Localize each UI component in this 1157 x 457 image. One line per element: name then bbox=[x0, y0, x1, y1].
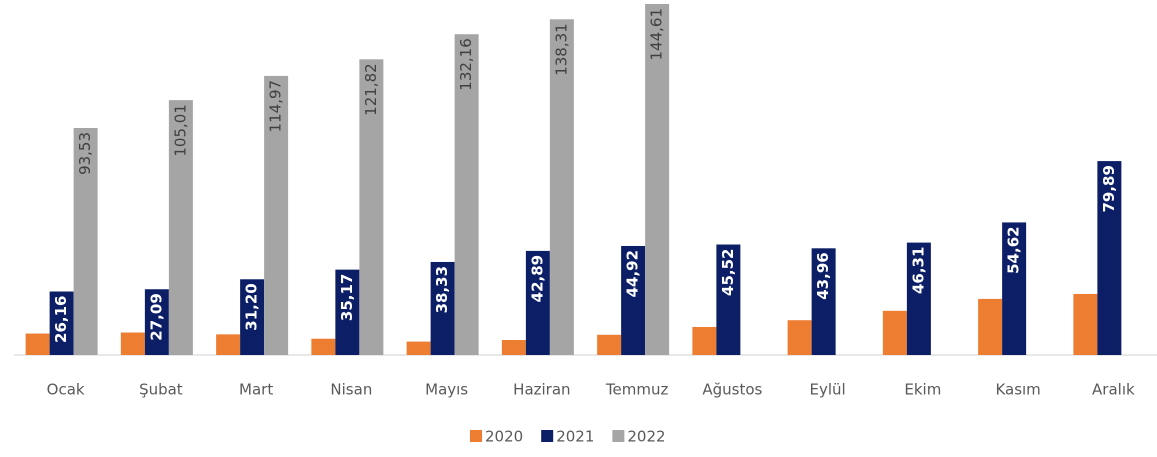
bar bbox=[906, 242, 931, 355]
legend-label: 2020 bbox=[485, 428, 523, 446]
bar bbox=[430, 261, 455, 355]
x-tick-label: Mayıs bbox=[425, 381, 468, 399]
bar bbox=[1073, 293, 1098, 355]
data-label: 35,17 bbox=[338, 274, 356, 321]
legend-swatch bbox=[541, 430, 554, 442]
bar bbox=[645, 4, 670, 355]
data-label: 54,62 bbox=[1005, 226, 1023, 273]
x-tick-label: Temmuz bbox=[605, 381, 669, 399]
x-tick-label: Ağustos bbox=[702, 381, 762, 399]
bar bbox=[1097, 161, 1122, 355]
bar bbox=[525, 250, 550, 355]
data-label: 43,96 bbox=[814, 252, 832, 299]
data-label: 38,33 bbox=[433, 266, 451, 313]
bar bbox=[811, 248, 836, 355]
bar bbox=[25, 333, 50, 355]
data-label: 31,20 bbox=[243, 283, 261, 330]
x-tick-label: Mart bbox=[239, 381, 273, 399]
bar bbox=[168, 100, 193, 356]
bar bbox=[549, 19, 574, 355]
data-label: 132,16 bbox=[457, 38, 475, 91]
bar bbox=[501, 340, 526, 355]
bar bbox=[240, 279, 265, 355]
data-label: 42,89 bbox=[528, 255, 546, 302]
legend-label: 2022 bbox=[627, 428, 665, 446]
bar bbox=[1002, 222, 1027, 355]
bar bbox=[621, 245, 646, 355]
x-tick-label: Ekim bbox=[904, 381, 941, 399]
bar bbox=[406, 341, 431, 355]
legend-swatch bbox=[612, 430, 625, 442]
legend-swatch bbox=[470, 430, 482, 442]
bar bbox=[454, 34, 479, 355]
data-label: 79,89 bbox=[1100, 165, 1118, 212]
data-label: 27,09 bbox=[147, 293, 165, 340]
bar bbox=[882, 310, 907, 355]
bar bbox=[787, 320, 812, 355]
bar bbox=[335, 269, 360, 355]
x-tick-label: Aralık bbox=[1092, 381, 1135, 399]
bar bbox=[716, 244, 741, 355]
bar bbox=[49, 291, 74, 355]
x-tick-label: Eylül bbox=[810, 381, 846, 399]
x-tick-label: Nisan bbox=[330, 381, 372, 399]
bar bbox=[311, 338, 336, 355]
bar bbox=[264, 75, 289, 355]
data-label: 138,31 bbox=[552, 23, 570, 76]
bar bbox=[978, 298, 1003, 355]
bar bbox=[144, 289, 169, 355]
data-label: 93,53 bbox=[76, 132, 94, 175]
data-label: 144,61 bbox=[648, 8, 666, 61]
x-tick-label: Şubat bbox=[139, 381, 183, 399]
x-tick-label: Kasım bbox=[995, 381, 1040, 399]
legend-label: 2021 bbox=[556, 428, 594, 446]
data-label: 114,97 bbox=[267, 80, 285, 133]
bar bbox=[216, 334, 241, 355]
bar bbox=[120, 332, 145, 355]
bar bbox=[359, 59, 384, 356]
x-tick-label: Haziran bbox=[513, 381, 570, 399]
x-tick-label: Ocak bbox=[47, 381, 85, 399]
data-label: 105,01 bbox=[171, 104, 189, 157]
data-label: 44,92 bbox=[624, 250, 642, 297]
data-label: 46,31 bbox=[909, 247, 927, 294]
bar bbox=[597, 334, 622, 355]
bar bbox=[73, 127, 98, 355]
data-label: 121,82 bbox=[362, 63, 380, 116]
data-label: 45,52 bbox=[719, 249, 737, 296]
data-label: 26,16 bbox=[52, 296, 70, 343]
bar bbox=[692, 327, 717, 355]
